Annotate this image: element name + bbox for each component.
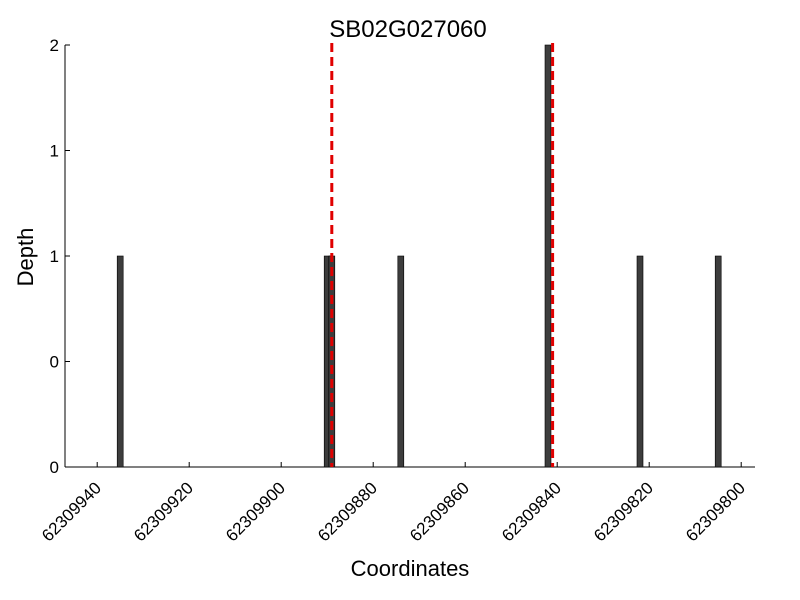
x-axis-label: Coordinates bbox=[351, 556, 470, 581]
x-tick-label: 62309860 bbox=[406, 478, 473, 545]
plot-area: 0 0 1 1 2 62309940 62309920 62309900 62309880 623… bbox=[38, 36, 755, 545]
y-tick-label: 2 bbox=[50, 36, 59, 55]
depth-bar bbox=[116, 255, 124, 468]
x-tick-label: 62309940 bbox=[38, 478, 105, 545]
depth-bar bbox=[714, 255, 722, 468]
depth-bar bbox=[544, 44, 552, 468]
x-tick-label: 62309800 bbox=[682, 478, 749, 545]
y-tick-label: 0 bbox=[50, 353, 59, 372]
y-tick-label: 1 bbox=[50, 247, 59, 266]
chart-title: SB02G027060 bbox=[329, 16, 486, 43]
depth-bar bbox=[397, 255, 405, 468]
x-tick-label: 62309880 bbox=[314, 478, 381, 545]
y-axis-label: Depth bbox=[13, 228, 38, 287]
x-tick-label: 62309840 bbox=[498, 478, 565, 545]
x-tick-label: 62309820 bbox=[590, 478, 657, 545]
y-tick-label: 0 bbox=[50, 458, 59, 477]
depth-bar bbox=[636, 255, 644, 468]
y-tick-label: 1 bbox=[50, 142, 59, 161]
x-tick-label: 62309900 bbox=[222, 478, 289, 545]
x-tick-label: 62309920 bbox=[130, 478, 197, 545]
